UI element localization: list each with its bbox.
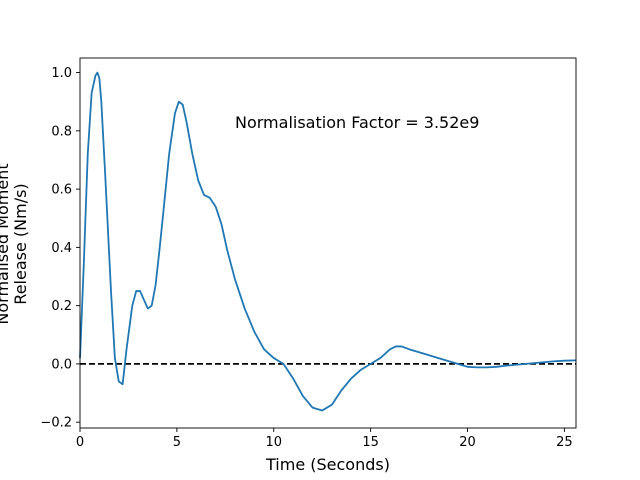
y-axis-label-line-2: Release (Nm/s) <box>11 183 30 304</box>
x-tick-label: 5 <box>173 435 181 450</box>
plot-frame <box>79 57 577 429</box>
y-tick-label: −0.2 <box>40 416 72 431</box>
y-tick-label: 0.4 <box>51 241 72 256</box>
x-tick-label: 10 <box>265 435 282 450</box>
x-tick-label: 0 <box>76 435 84 450</box>
x-tick-label: 15 <box>362 435 379 450</box>
y-axis-ticks: −0.2 0.0 0.2 0.4 0.6 0.8 1.0 <box>40 66 80 431</box>
y-axis-label: Normalised Moment Release (Nm/s) <box>0 163 30 324</box>
y-tick-label: 1.0 <box>51 66 72 81</box>
annotation-text: Normalisation Factor = 3.52e9 <box>235 113 479 132</box>
series-line <box>79 71 577 412</box>
x-tick-label: 25 <box>556 435 573 450</box>
x-axis-ticks: 0 5 10 15 20 25 <box>76 428 573 450</box>
y-axis-label-line-1: Normalised Moment <box>0 163 12 324</box>
plot-area <box>79 71 577 412</box>
y-tick-label: 0.8 <box>51 124 72 139</box>
x-tick-label: 20 <box>459 435 476 450</box>
x-axis-label: Time (Seconds) <box>265 455 390 474</box>
y-tick-label: 0.2 <box>51 299 72 314</box>
y-tick-label: 0.6 <box>51 183 72 198</box>
y-tick-label: 0.0 <box>51 357 72 372</box>
